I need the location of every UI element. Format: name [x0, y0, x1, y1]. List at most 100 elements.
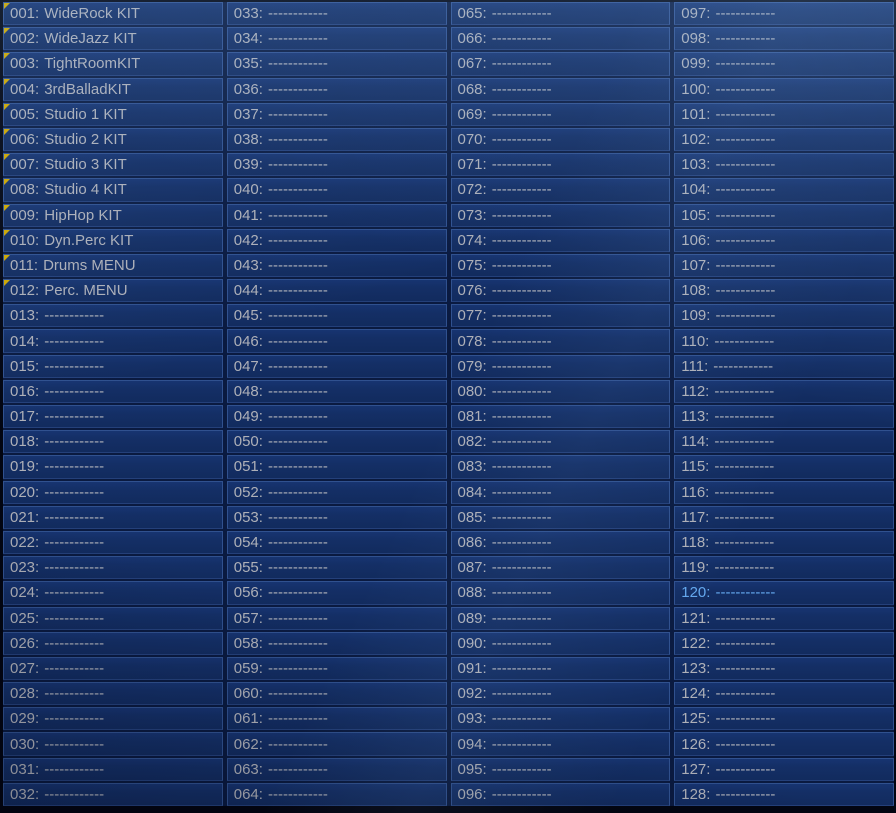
patch-cell[interactable]: 011 Drums MENU: [3, 253, 223, 278]
patch-cell[interactable]: 064------------: [226, 782, 447, 806]
patch-cell[interactable]: 026 ------------: [3, 631, 223, 655]
patch-cell[interactable]: 105 ------------: [674, 203, 894, 227]
patch-cell[interactable]: 109 ------------: [674, 304, 894, 328]
patch-cell[interactable]: 045------------: [226, 304, 447, 328]
patch-cell[interactable]: 044------------: [226, 279, 447, 303]
patch-cell[interactable]: 122 ------------: [674, 631, 894, 655]
patch-cell[interactable]: 009 HipHop KIT: [3, 203, 223, 227]
patch-cell[interactable]: 003 TightRoomKIT: [3, 52, 223, 76]
patch-cell[interactable]: 112 ------------: [674, 379, 894, 403]
patch-cell[interactable]: 032 ------------: [3, 782, 223, 806]
patch-cell[interactable]: 081------------: [450, 405, 671, 429]
patch-cell[interactable]: 085------------: [450, 505, 671, 529]
patch-cell[interactable]: 005 Studio 1 KIT: [3, 102, 223, 126]
patch-cell[interactable]: 079------------: [450, 354, 671, 378]
patch-cell[interactable]: 107 ------------: [674, 253, 894, 278]
patch-cell[interactable]: 047------------: [226, 354, 447, 378]
patch-cell[interactable]: 010 Dyn.Perc KIT: [3, 228, 223, 252]
patch-cell[interactable]: 063------------: [226, 757, 447, 781]
patch-cell[interactable]: 042------------: [226, 228, 447, 252]
patch-cell[interactable]: 036------------: [226, 77, 447, 101]
patch-cell[interactable]: 024 ------------: [3, 581, 223, 605]
patch-cell[interactable]: 082------------: [450, 430, 671, 454]
patch-cell[interactable]: 102 ------------: [674, 127, 894, 152]
patch-cell[interactable]: 084------------: [450, 480, 671, 504]
patch-cell[interactable]: 067------------: [450, 52, 671, 76]
patch-cell[interactable]: 094------------: [450, 732, 671, 756]
patch-cell[interactable]: 016 ------------: [3, 379, 223, 403]
patch-cell[interactable]: 021 ------------: [3, 505, 223, 529]
patch-cell[interactable]: 041------------: [226, 203, 447, 227]
patch-cell[interactable]: 123 ------------: [674, 656, 894, 681]
patch-cell[interactable]: 035------------: [226, 52, 447, 76]
patch-cell[interactable]: 008 Studio 4 KIT: [3, 178, 223, 202]
patch-cell[interactable]: 101 ------------: [674, 102, 894, 126]
patch-cell[interactable]: 061------------: [226, 707, 447, 731]
patch-cell[interactable]: 098 ------------: [674, 27, 894, 51]
patch-cell[interactable]: 049------------: [226, 405, 447, 429]
patch-cell[interactable]: 043------------: [226, 253, 447, 278]
patch-cell[interactable]: 020 ------------: [3, 480, 223, 504]
patch-cell[interactable]: 012 Perc. MENU: [3, 279, 223, 303]
patch-cell[interactable]: 066------------: [450, 27, 671, 51]
patch-cell[interactable]: 096------------: [450, 782, 671, 806]
patch-cell[interactable]: 110 ------------: [674, 329, 894, 353]
patch-cell[interactable]: 083------------: [450, 455, 671, 479]
patch-cell[interactable]: 089------------: [450, 606, 671, 630]
patch-cell[interactable]: 106 ------------: [674, 228, 894, 252]
patch-cell[interactable]: 028 ------------: [3, 682, 223, 706]
patch-cell[interactable]: 069------------: [450, 102, 671, 126]
patch-cell[interactable]: 054------------: [226, 530, 447, 555]
patch-cell[interactable]: 050------------: [226, 430, 447, 454]
patch-cell[interactable]: 027 ------------: [3, 656, 223, 681]
patch-cell[interactable]: 075------------: [450, 253, 671, 278]
patch-cell[interactable]: 097 ------------: [674, 2, 894, 26]
patch-cell[interactable]: 023 ------------: [3, 556, 223, 580]
patch-cell[interactable]: 007 Studio 3 KIT: [3, 153, 223, 177]
patch-cell[interactable]: 030 ------------: [3, 732, 223, 756]
patch-cell[interactable]: 125 ------------: [674, 707, 894, 731]
patch-cell[interactable]: 013 ------------: [3, 304, 223, 328]
patch-cell[interactable]: 070------------: [450, 127, 671, 152]
patch-cell[interactable]: 091------------: [450, 656, 671, 681]
patch-cell[interactable]: 017 ------------: [3, 405, 223, 429]
patch-cell[interactable]: 103 ------------: [674, 153, 894, 177]
patch-cell[interactable]: 025 ------------: [3, 606, 223, 630]
patch-cell[interactable]: 015 ------------: [3, 354, 223, 378]
patch-cell[interactable]: 046------------: [226, 329, 447, 353]
patch-cell[interactable]: 022 ------------: [3, 530, 223, 555]
patch-cell[interactable]: 114 ------------: [674, 430, 894, 454]
patch-cell[interactable]: 124 ------------: [674, 682, 894, 706]
patch-cell[interactable]: 126 ------------: [674, 732, 894, 756]
patch-cell[interactable]: 039------------: [226, 153, 447, 177]
patch-cell[interactable]: 029 ------------: [3, 707, 223, 731]
patch-cell[interactable]: 034------------: [226, 27, 447, 51]
patch-cell[interactable]: 004 3rdBalladKIT: [3, 77, 223, 101]
patch-cell[interactable]: 118 ------------: [674, 530, 894, 555]
patch-cell[interactable]: 087------------: [450, 556, 671, 580]
patch-cell[interactable]: 018 ------------: [3, 430, 223, 454]
patch-cell[interactable]: 076------------: [450, 279, 671, 303]
patch-cell[interactable]: 037------------: [226, 102, 447, 126]
patch-cell[interactable]: 052------------: [226, 480, 447, 504]
patch-cell[interactable]: 113 ------------: [674, 405, 894, 429]
patch-cell[interactable]: 104 ------------: [674, 178, 894, 202]
patch-cell[interactable]: 057------------: [226, 606, 447, 630]
patch-cell[interactable]: 119 ------------: [674, 556, 894, 580]
patch-cell[interactable]: 090------------: [450, 631, 671, 655]
patch-cell[interactable]: 099 ------------: [674, 52, 894, 76]
patch-cell[interactable]: 117 ------------: [674, 505, 894, 529]
patch-cell[interactable]: 048------------: [226, 379, 447, 403]
patch-cell[interactable]: 077------------: [450, 304, 671, 328]
patch-cell[interactable]: 080------------: [450, 379, 671, 403]
patch-cell[interactable]: 100 ------------: [674, 77, 894, 101]
patch-cell[interactable]: 060------------: [226, 682, 447, 706]
patch-cell[interactable]: 055------------: [226, 556, 447, 580]
patch-cell[interactable]: 053------------: [226, 505, 447, 529]
patch-cell[interactable]: 033------------: [226, 2, 447, 26]
patch-cell[interactable]: 038------------: [226, 127, 447, 152]
patch-cell[interactable]: 065------------: [450, 2, 671, 26]
patch-cell[interactable]: 121 ------------: [674, 606, 894, 630]
patch-cell[interactable]: 006 Studio 2 KIT: [3, 127, 223, 152]
patch-cell[interactable]: 111 ------------: [674, 354, 894, 378]
